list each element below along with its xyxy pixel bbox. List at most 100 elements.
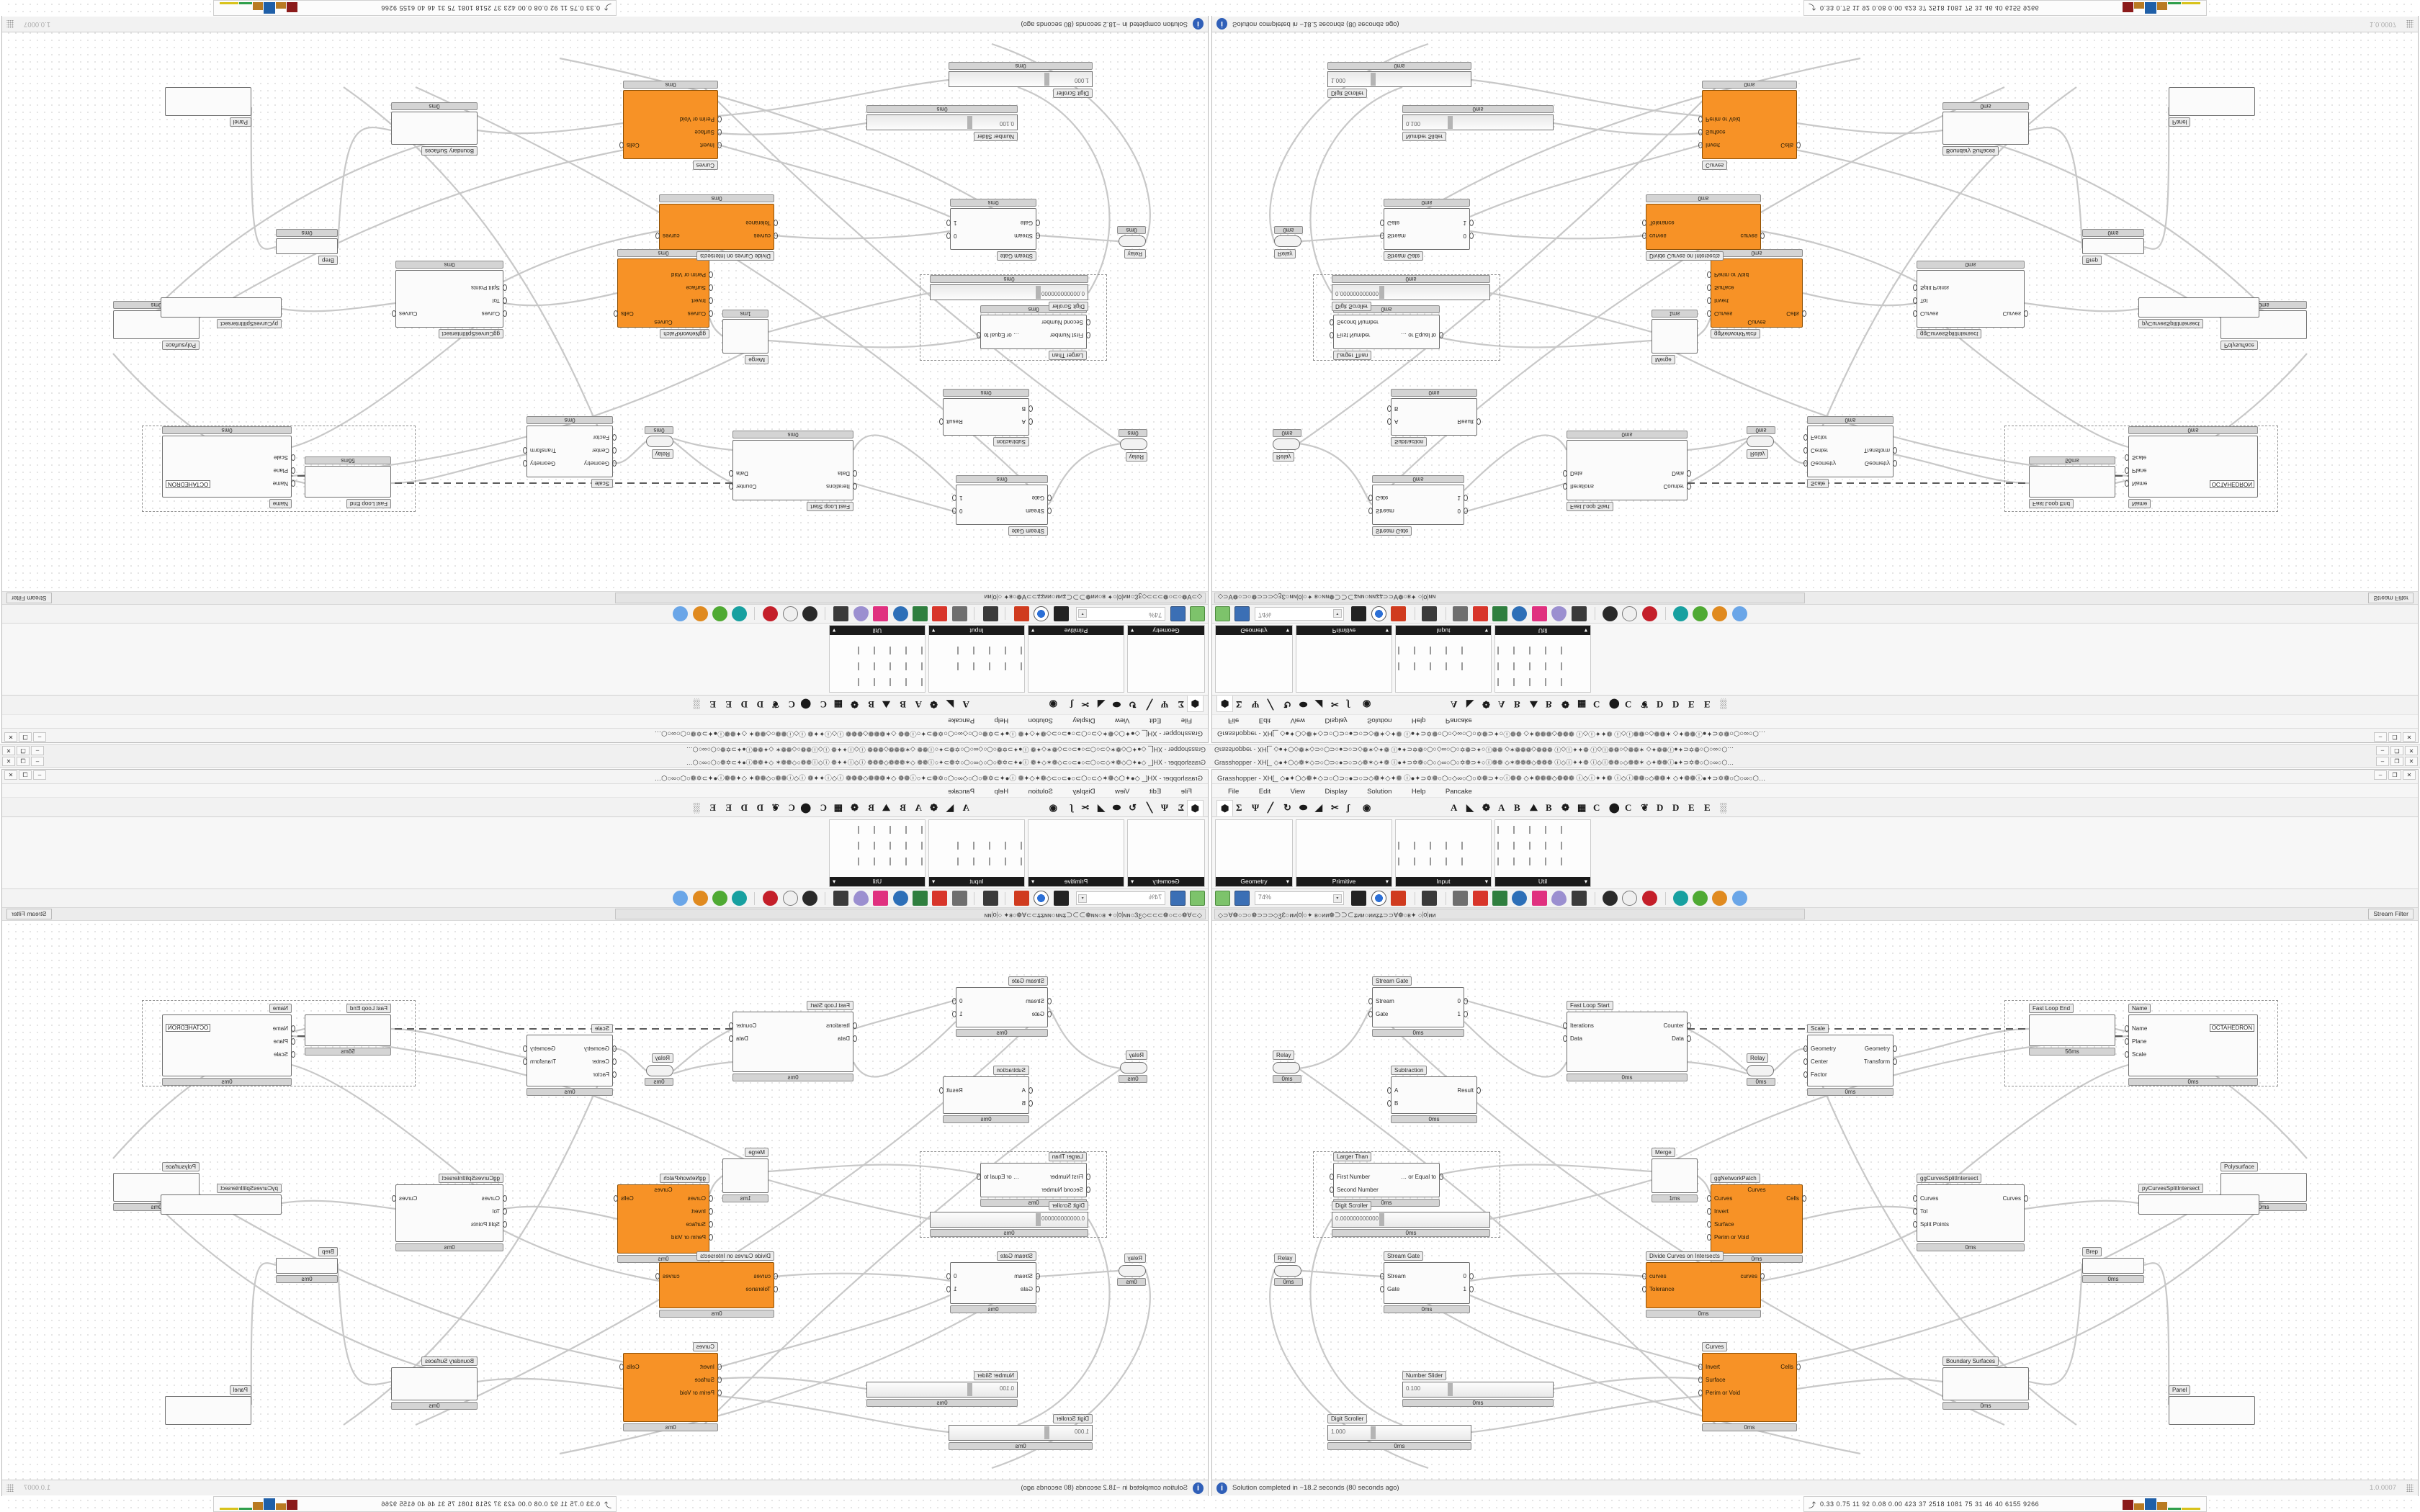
input-port[interactable] bbox=[1380, 233, 1384, 239]
component-node[interactable]: Invert Surface Perim or Void Cells bbox=[619, 90, 722, 159]
input-port[interactable] bbox=[709, 310, 713, 317]
input-port[interactable] bbox=[1913, 297, 1917, 304]
component-icon[interactable] bbox=[1140, 660, 1155, 674]
input-param[interactable]: Curves bbox=[1920, 1195, 1939, 1202]
component-icon[interactable] bbox=[1314, 838, 1329, 852]
component-icon[interactable] bbox=[1059, 838, 1074, 852]
output-param[interactable]: … or Equal to bbox=[984, 1174, 1019, 1180]
tab-curve[interactable]: ↻ bbox=[1283, 802, 1291, 813]
component-icon[interactable] bbox=[1044, 838, 1058, 852]
input-port[interactable] bbox=[1563, 470, 1567, 477]
node-caption[interactable]: ggCurvesSplitIntersect bbox=[1917, 1174, 1982, 1183]
node-caption[interactable]: ggNetworkPatch bbox=[660, 1174, 709, 1183]
input-port[interactable] bbox=[1707, 284, 1711, 291]
tab-plugin-e2[interactable]: E bbox=[1704, 802, 1711, 813]
tab-surface[interactable]: ⬬ bbox=[1112, 699, 1121, 710]
input-param[interactable]: Gate bbox=[1020, 1286, 1033, 1292]
component-icon[interactable] bbox=[1461, 675, 1476, 690]
component-icon[interactable] bbox=[1362, 675, 1376, 690]
output-port[interactable] bbox=[523, 1045, 527, 1052]
component-icon[interactable] bbox=[1529, 822, 1543, 837]
tab-plugin-c1[interactable]: C bbox=[1593, 802, 1600, 813]
component-icon[interactable] bbox=[1107, 822, 1121, 837]
output-param[interactable]: curves bbox=[1740, 233, 1757, 239]
tab-mesh[interactable]: ◢ bbox=[1315, 802, 1322, 813]
input-param[interactable]: Plane bbox=[273, 1038, 288, 1045]
output-param[interactable]: Transform bbox=[1863, 1058, 1890, 1065]
tab-plugin-cloud[interactable]: ❁ bbox=[1482, 802, 1490, 813]
tab-plugin-dither[interactable]: ░ bbox=[693, 699, 700, 710]
input-param[interactable]: Scale bbox=[273, 1051, 288, 1058]
component-icon[interactable] bbox=[1545, 660, 1559, 674]
component-icon[interactable] bbox=[1529, 675, 1543, 690]
input-param[interactable]: Gate bbox=[1376, 1011, 1389, 1017]
node-caption[interactable]: Stream Gate bbox=[1384, 1251, 1424, 1261]
input-port[interactable] bbox=[1036, 1273, 1040, 1279]
tab-plugin-a2[interactable]: A bbox=[1498, 802, 1505, 813]
component-node[interactable]: curves Tolerance curves bbox=[655, 1262, 778, 1308]
tray-caption[interactable]: Geometry ▾ bbox=[1216, 626, 1292, 635]
component-icon[interactable] bbox=[1346, 675, 1361, 690]
tab-plugin-a2[interactable]: A bbox=[1498, 699, 1505, 710]
tab-plugin-leaf[interactable]: ◣ bbox=[946, 699, 954, 710]
node-caption[interactable]: Subtraction bbox=[1391, 1066, 1428, 1075]
minimize-icon[interactable]: – bbox=[33, 732, 46, 742]
input-port[interactable] bbox=[1707, 1208, 1711, 1215]
slider-handle[interactable] bbox=[1371, 73, 1376, 86]
tab-plugin-a2[interactable]: A bbox=[915, 699, 922, 710]
component-icon[interactable] bbox=[1140, 838, 1155, 852]
component-node[interactable]: Curves Tol Split Points Curves bbox=[1913, 270, 2028, 328]
input-port[interactable] bbox=[717, 129, 722, 135]
tab-display[interactable]: ◉ bbox=[1049, 802, 1057, 813]
component-icon[interactable] bbox=[976, 854, 990, 868]
component-node[interactable] bbox=[2169, 87, 2255, 116]
component-icon[interactable] bbox=[892, 675, 907, 690]
input-port[interactable] bbox=[1707, 271, 1711, 278]
node-caption[interactable]: Brep bbox=[318, 1247, 338, 1256]
menu-view[interactable]: View bbox=[1290, 716, 1306, 724]
balloon-icon[interactable] bbox=[853, 606, 869, 621]
component-icon[interactable] bbox=[1140, 675, 1155, 690]
component-node[interactable] bbox=[165, 87, 251, 116]
node-caption[interactable]: Relay bbox=[651, 449, 673, 459]
component-icon[interactable] bbox=[1156, 838, 1170, 852]
component-icon[interactable] bbox=[1172, 675, 1186, 690]
tab-plugin-cloud[interactable]: ❁ bbox=[930, 802, 938, 813]
component-icon[interactable] bbox=[1362, 838, 1376, 852]
component-icon[interactable] bbox=[1545, 675, 1559, 690]
input-port[interactable] bbox=[1387, 1100, 1392, 1107]
tab-plugin-ball[interactable]: ❁ bbox=[851, 699, 859, 710]
component-icon[interactable] bbox=[1234, 822, 1248, 837]
node-caption[interactable]: Name bbox=[2128, 499, 2151, 508]
plug-icon[interactable] bbox=[1422, 606, 1438, 621]
sphere-red-icon[interactable] bbox=[1641, 606, 1657, 621]
tab-vector[interactable]: ╱ bbox=[1147, 802, 1152, 813]
input-port[interactable] bbox=[1036, 1286, 1040, 1292]
input-param[interactable]: Surface bbox=[1706, 1377, 1726, 1383]
output-param[interactable]: 0 bbox=[1463, 1273, 1466, 1279]
component-icon[interactable] bbox=[1107, 854, 1121, 868]
node-caption[interactable]: ggCurvesSplitIntersect bbox=[438, 329, 503, 338]
output-port[interactable] bbox=[946, 1273, 951, 1279]
component-node[interactable] bbox=[1942, 1367, 2029, 1400]
tab-plugin-grid[interactable]: ▦ bbox=[833, 699, 843, 710]
input-port[interactable] bbox=[709, 1221, 713, 1228]
tab-plugin-dither[interactable]: ░ bbox=[1720, 699, 1727, 710]
value-field[interactable]: OCTAHEDRON bbox=[2209, 1024, 2254, 1032]
chevron-down-icon[interactable]: ▾ bbox=[1332, 894, 1342, 903]
component-icon[interactable] bbox=[1346, 644, 1361, 658]
component-icon[interactable] bbox=[1497, 854, 1512, 868]
component-icon[interactable] bbox=[908, 822, 923, 837]
component-icon[interactable] bbox=[1008, 644, 1022, 658]
slider-node[interactable]: 1.000 bbox=[949, 71, 1093, 87]
tab-plugin-b2[interactable]: B bbox=[868, 802, 874, 813]
chevron-down-icon[interactable]: ▾ bbox=[1286, 627, 1289, 634]
input-port[interactable] bbox=[1380, 1273, 1384, 1279]
output-param[interactable]: curves bbox=[663, 1273, 680, 1279]
node-caption[interactable]: Number Slider bbox=[973, 1371, 1018, 1380]
input-param[interactable]: Invert bbox=[699, 1364, 714, 1370]
output-param[interactable]: 0 bbox=[954, 1273, 957, 1279]
tab-plugin-ball[interactable]: ❁ bbox=[1561, 802, 1569, 813]
tab-plugin-grid[interactable]: ▦ bbox=[1577, 699, 1587, 710]
input-param[interactable]: Plane bbox=[2132, 1038, 2147, 1045]
